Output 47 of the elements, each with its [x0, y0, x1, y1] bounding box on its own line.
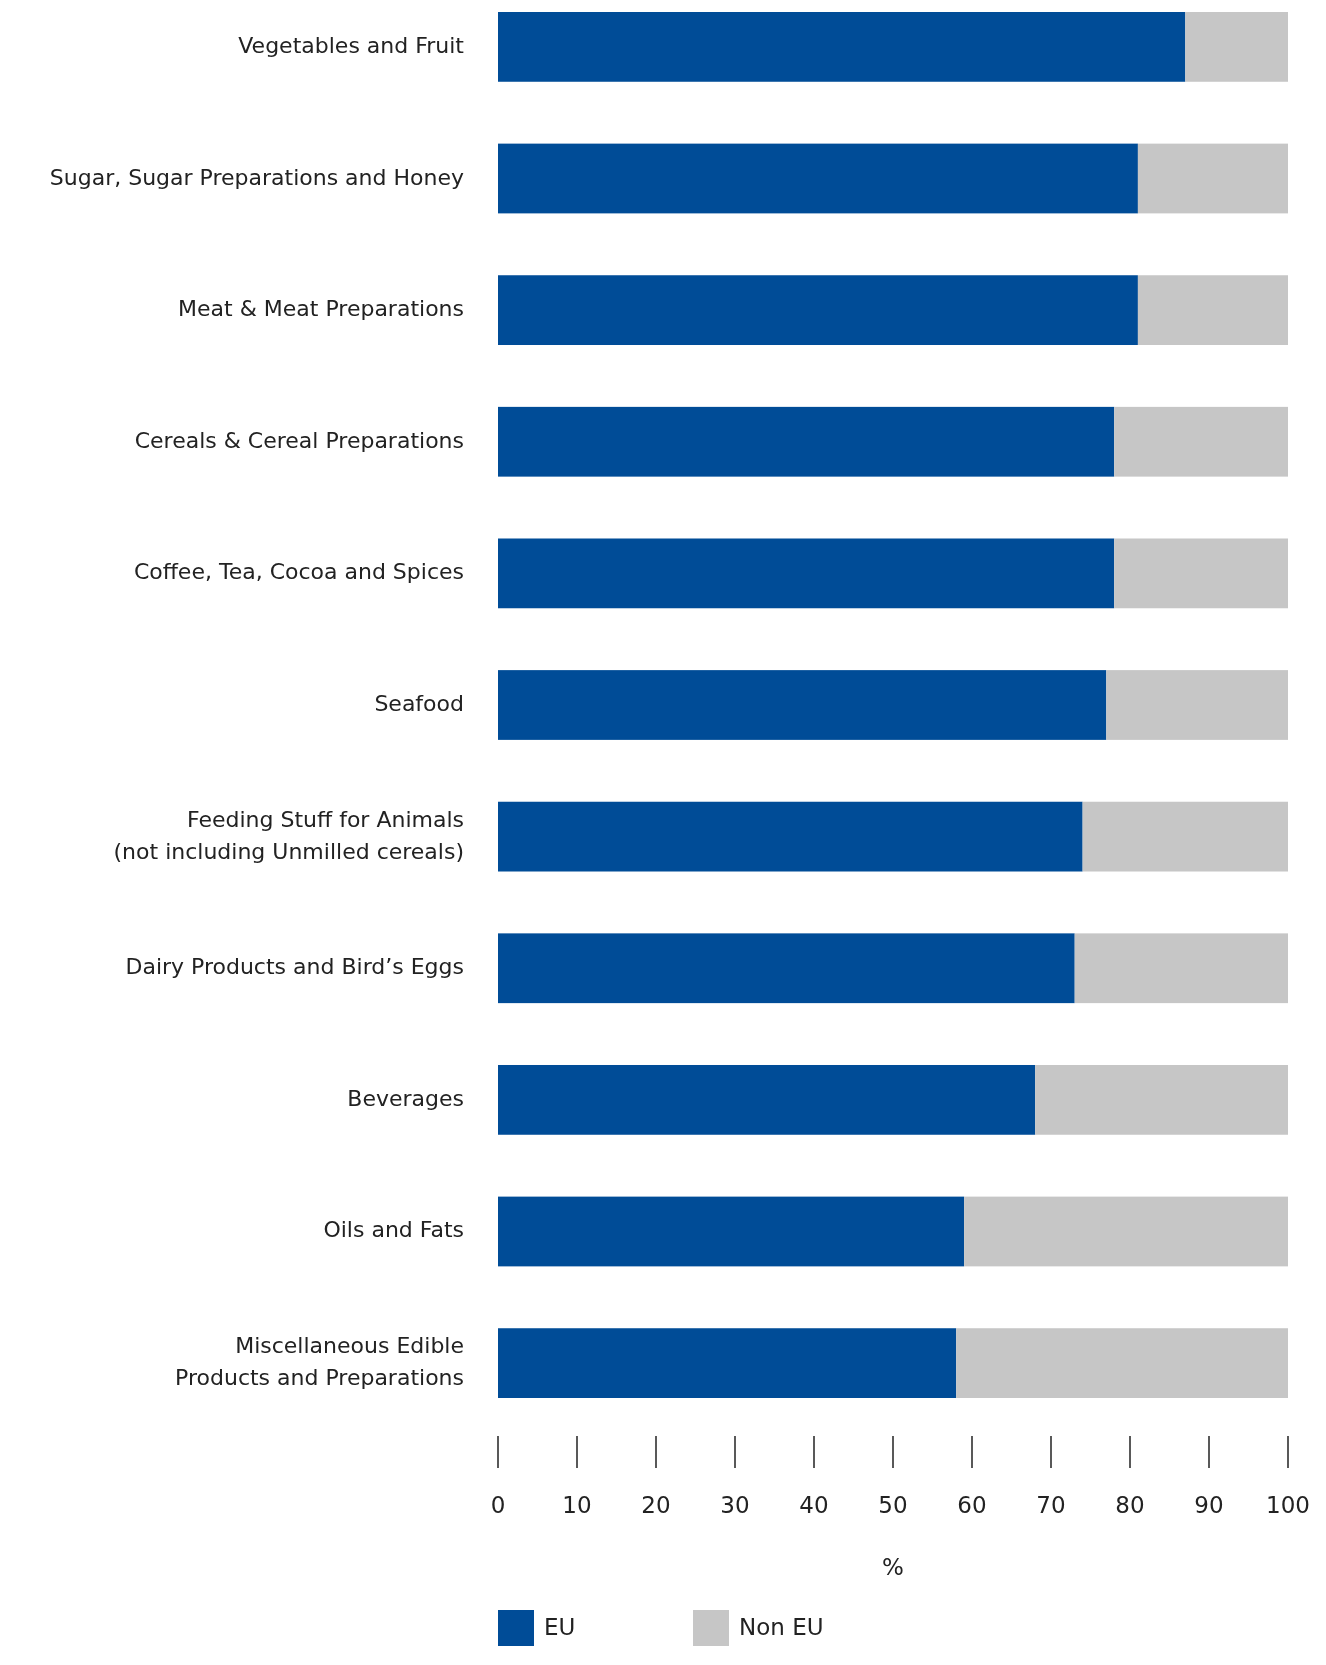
bar: [956, 1328, 1288, 1398]
y-tick-label: Vegetables and Fruit: [238, 32, 465, 58]
x-tick-label: 20: [641, 1491, 671, 1518]
x-tick-label: 30: [720, 1491, 750, 1518]
bar: [498, 12, 1186, 82]
bar: [1114, 406, 1288, 477]
bar: [1082, 801, 1288, 872]
bar: [1137, 275, 1288, 346]
y-tick-label: Oils and Fats: [323, 1217, 464, 1243]
bar: [498, 1064, 1036, 1135]
bar: [1106, 670, 1288, 740]
x-tick-label: 90: [1194, 1491, 1224, 1518]
legend-label: Non EU: [739, 1613, 824, 1640]
bar: [1185, 12, 1288, 82]
y-tick-label: Cereals & Cereal Preparations: [134, 427, 464, 453]
y-tick-label: Seafood: [374, 691, 464, 716]
bar: [498, 933, 1075, 1004]
bar: [1074, 933, 1288, 1004]
bar: [498, 1328, 957, 1398]
x-tick-label: 60: [957, 1491, 987, 1518]
x-tick-label: 70: [1036, 1491, 1066, 1518]
bar: [498, 670, 1107, 740]
x-axis-title: %: [882, 1553, 904, 1580]
legend-label: EU: [544, 1613, 576, 1640]
bar: [498, 406, 1115, 477]
y-tick-label: Coffee, Tea, Cocoa and Spices: [133, 559, 464, 585]
y-tick-label: Feeding Stuff for Animals (not including Unmilled cereals): [113, 806, 464, 864]
y-tick-label: Meat & Meat Preparations: [178, 296, 464, 322]
x-tick-label: 50: [878, 1491, 908, 1518]
bar: [498, 143, 1138, 214]
bar: [964, 1196, 1288, 1267]
x-tick-label: 100: [1266, 1491, 1310, 1518]
y-tick-label: Miscellaneous Edible Products and Preparations: [175, 1333, 464, 1391]
y-tick-label: Beverages: [347, 1085, 464, 1111]
x-tick-label: 40: [799, 1491, 829, 1518]
bar: [498, 275, 1138, 346]
bar: [1114, 538, 1288, 609]
x-tick-label: 0: [490, 1491, 506, 1518]
bar: [498, 1196, 965, 1267]
bar: [1035, 1064, 1288, 1135]
bar: [498, 801, 1083, 872]
bar: [1137, 143, 1288, 214]
x-tick-label: 80: [1115, 1491, 1145, 1518]
bar: [498, 538, 1115, 609]
x-tick-label: 10: [562, 1491, 592, 1518]
y-tick-label: Sugar, Sugar Preparations and Honey: [49, 164, 464, 190]
y-tick-label: Dairy Products and Bird’s Eggs: [125, 954, 464, 980]
